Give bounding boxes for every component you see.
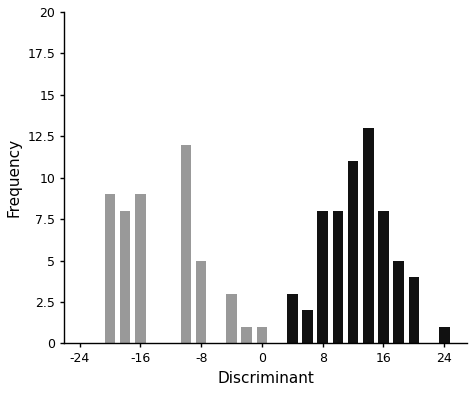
Bar <box>120 211 130 343</box>
Bar <box>302 327 313 343</box>
Bar <box>393 261 404 343</box>
Bar <box>241 327 252 343</box>
Bar <box>226 294 237 343</box>
Bar <box>105 194 115 343</box>
Bar <box>318 211 328 343</box>
Bar <box>348 161 358 343</box>
Bar <box>135 194 146 343</box>
Bar <box>333 211 343 343</box>
Bar <box>378 211 389 343</box>
Bar <box>302 310 313 343</box>
Bar <box>409 277 419 343</box>
X-axis label: Discriminant: Discriminant <box>217 371 314 386</box>
Bar <box>363 128 374 343</box>
Bar <box>287 294 298 343</box>
Bar <box>256 327 267 343</box>
Bar <box>181 145 191 343</box>
Bar <box>439 327 449 343</box>
Y-axis label: Frequency: Frequency <box>7 138 22 217</box>
Bar <box>196 261 207 343</box>
